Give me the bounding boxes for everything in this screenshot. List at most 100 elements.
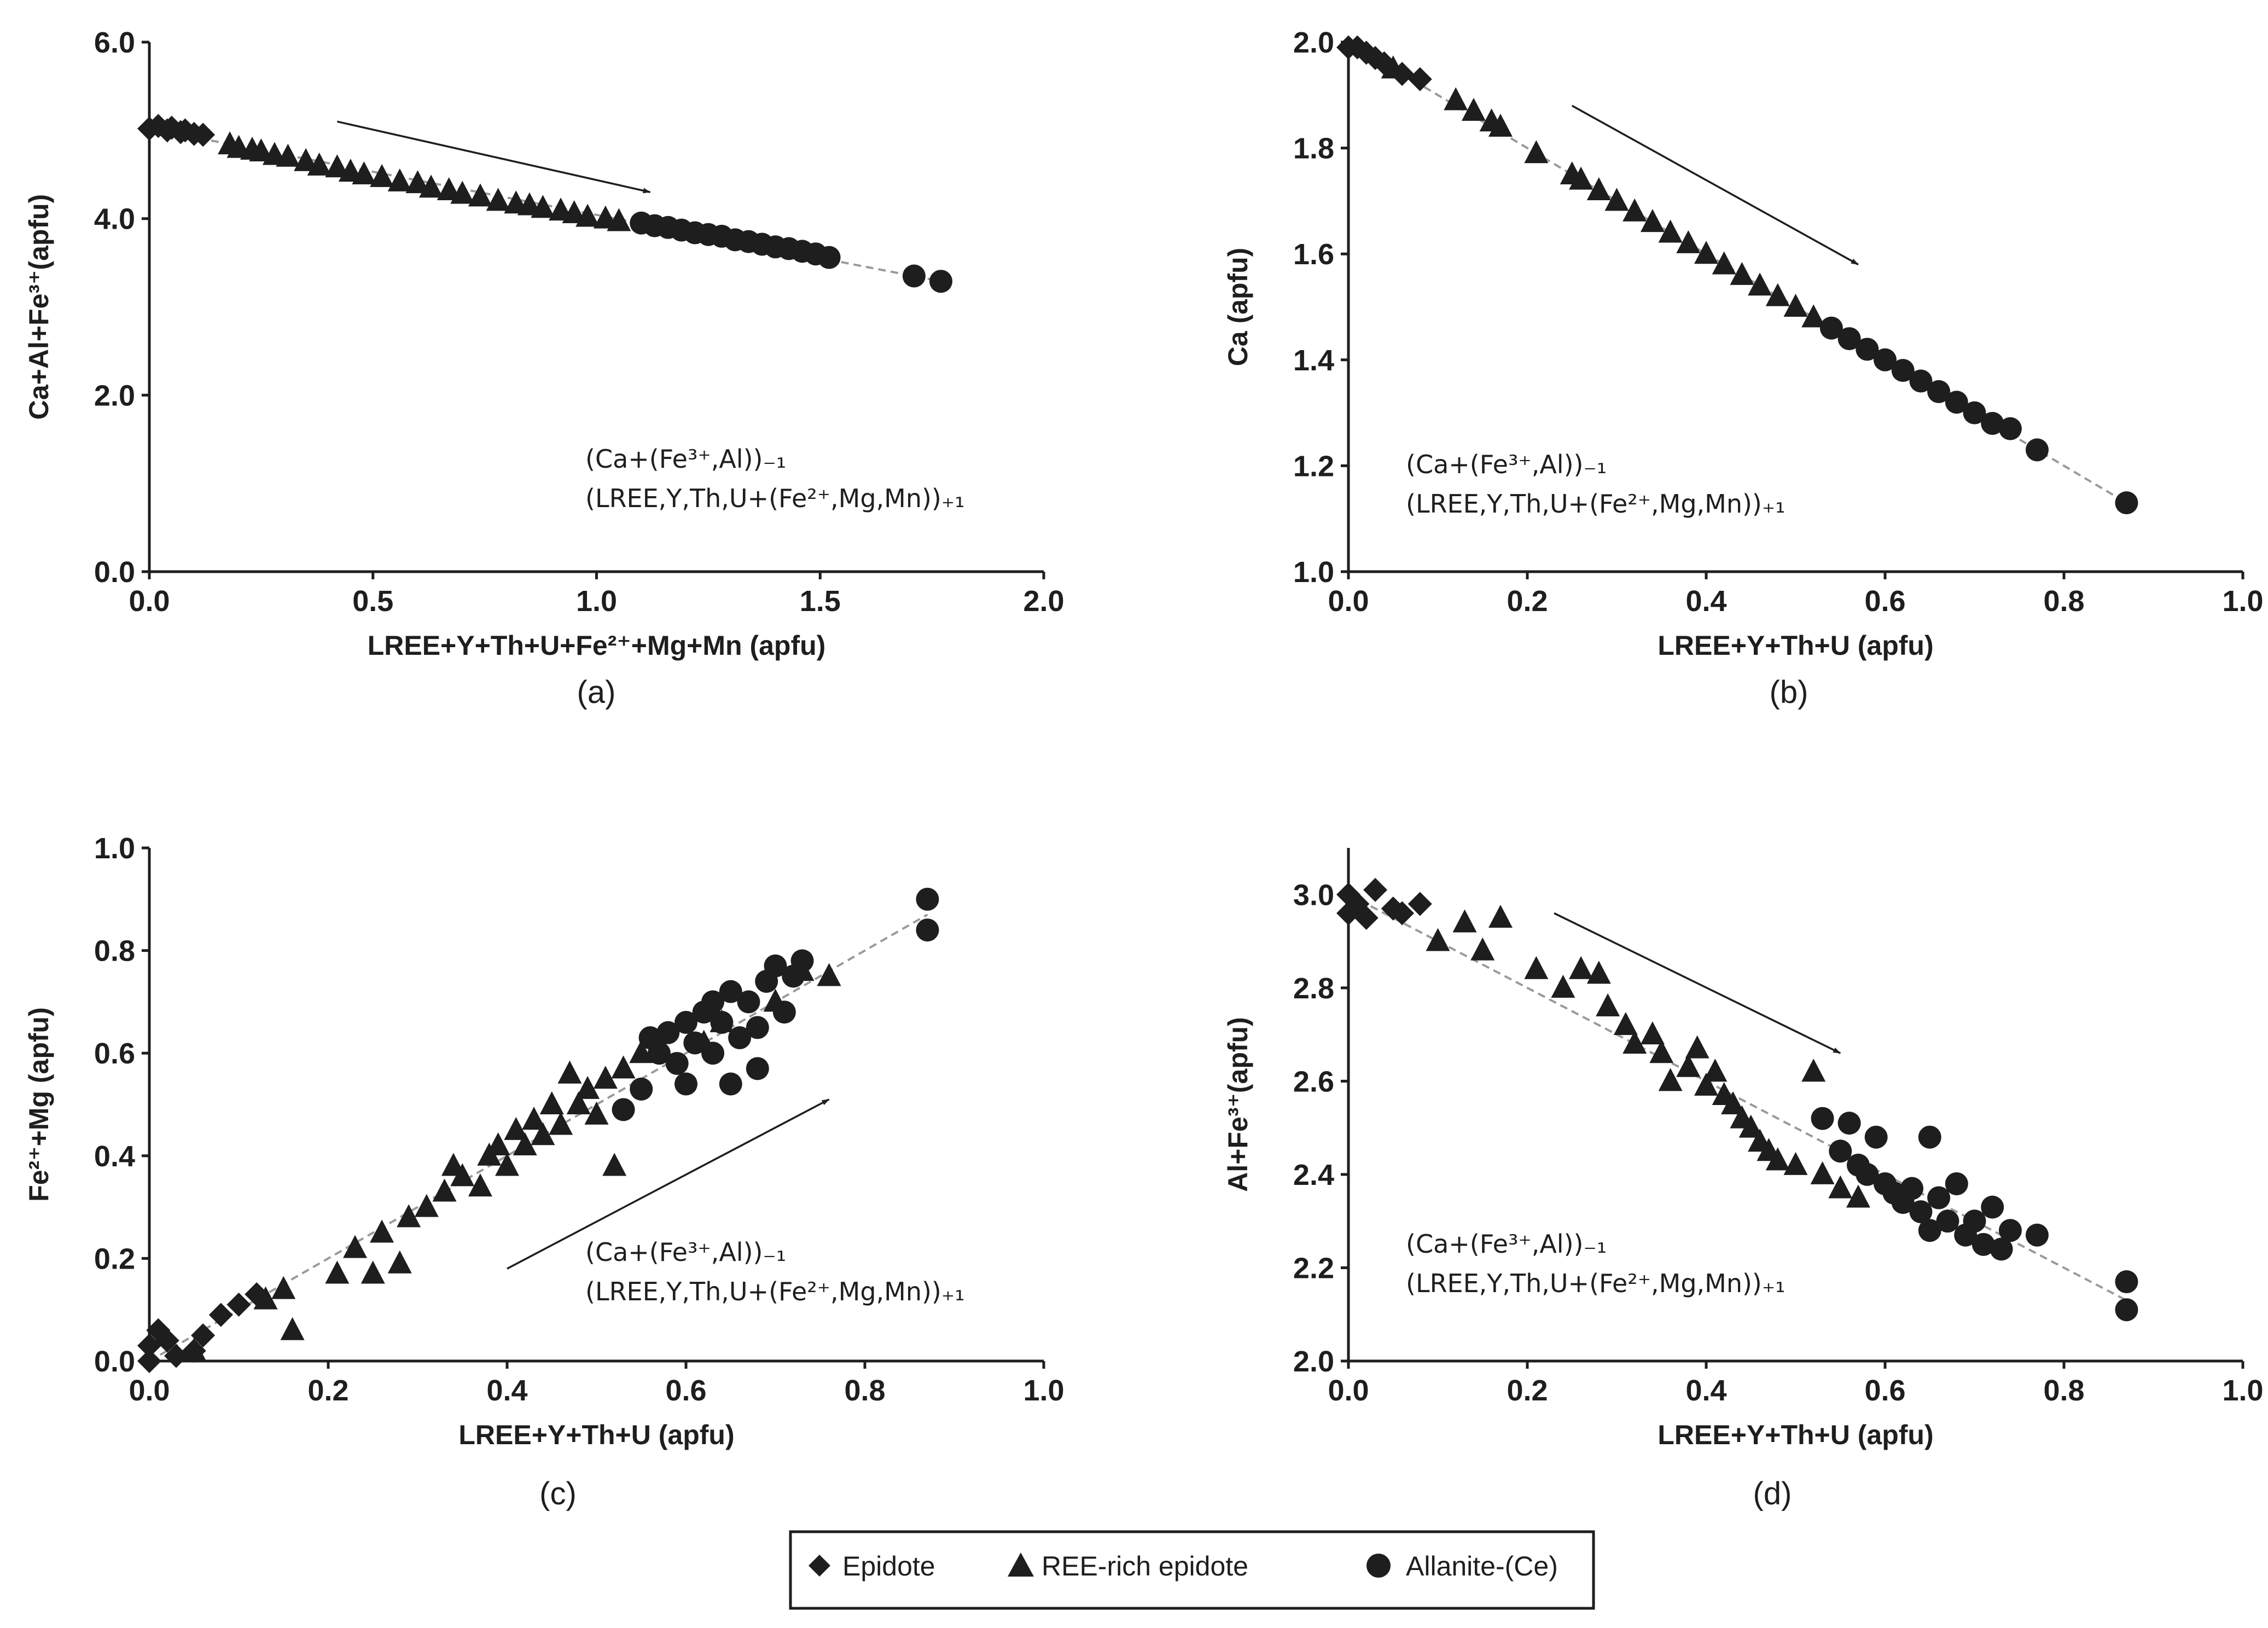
x-axis-label: LREE+Y+Th+U (apfu): [458, 1420, 734, 1450]
data-point: [656, 1021, 680, 1044]
data-point: [612, 1098, 635, 1121]
data-point: [191, 1323, 216, 1348]
data-point: [1444, 87, 1468, 111]
x-tick-label: 0.2: [1507, 1374, 1548, 1407]
y-tick-label: 1.0: [94, 832, 135, 865]
data-point: [419, 175, 444, 198]
data-point: [1765, 1147, 1790, 1171]
data-point: [1676, 230, 1701, 253]
data-point: [1981, 411, 2004, 435]
data-point: [387, 1250, 412, 1274]
data-point: [916, 918, 939, 942]
equation-line-2: (LREE,Y,Th,U+(Fe²⁺,Mg,Mn))₊₁: [1406, 1269, 1786, 1298]
data-point: [1426, 928, 1450, 951]
data-point: [1918, 1219, 1941, 1242]
data-point: [1524, 956, 1549, 979]
data-point: [522, 1107, 546, 1130]
y-tick-label: 4.0: [94, 203, 135, 236]
series-allanite-ce-: [612, 887, 939, 1121]
data-point: [271, 1276, 296, 1299]
trend-arrow: [1554, 912, 1841, 1054]
y-axis-label: Al+Fe³⁺(apfu): [1223, 1017, 1253, 1191]
data-point: [1783, 294, 1808, 317]
data-point: [1837, 327, 1861, 351]
x-tick-label: 0.8: [2043, 1374, 2084, 1407]
data-point: [1874, 348, 1897, 371]
equation-line-2: (LREE,Y,Th,U+(Fe²⁺,Mg,Mn))₊₁: [585, 484, 965, 513]
data-point: [370, 164, 394, 187]
x-tick-label: 0.4: [1685, 585, 1726, 618]
data-point: [360, 1260, 385, 1284]
data-point: [1676, 1054, 1701, 1077]
x-tick-label: 0.5: [352, 585, 393, 618]
trendline: [1348, 893, 2127, 1301]
data-point: [790, 949, 814, 973]
data-point: [1721, 1091, 1746, 1114]
data-point: [647, 1042, 671, 1065]
y-tick-label: 0.8: [94, 935, 135, 968]
data-point: [1649, 1040, 1674, 1063]
data-point: [1837, 1112, 1861, 1135]
data-point: [602, 1153, 627, 1176]
data-point: [557, 1060, 582, 1084]
data-point: [737, 990, 760, 1014]
data-point: [701, 1042, 725, 1065]
trendline: [149, 914, 928, 1362]
legend-diamond-icon: [809, 1555, 830, 1577]
data-point: [437, 177, 461, 201]
data-point: [325, 154, 350, 178]
data-point: [414, 1194, 439, 1217]
series-allanite-ce-: [1819, 316, 2138, 515]
equation-line-1: (Ca+(Fe³⁺,Al))₋₁: [585, 444, 786, 474]
x-tick-label: 0.0: [1328, 1374, 1369, 1407]
data-point: [1381, 55, 1405, 79]
data-point: [1998, 1219, 2022, 1242]
data-point: [1998, 417, 2022, 440]
x-tick-label: 0.6: [665, 1374, 706, 1407]
y-tick-label: 6.0: [94, 26, 135, 59]
data-point: [253, 1286, 278, 1310]
x-tick-label: 0.6: [1864, 585, 1905, 618]
data-point: [1811, 1107, 1834, 1130]
data-point: [468, 183, 492, 207]
x-tick-label: 0.0: [1328, 585, 1369, 618]
data-point: [1524, 140, 1549, 164]
data-point: [1623, 1031, 1647, 1054]
data-point: [1801, 1059, 1826, 1082]
x-tick-label: 0.4: [486, 1374, 527, 1407]
data-point: [1801, 304, 1826, 328]
panel-label: (b): [1770, 675, 1808, 710]
data-point: [1390, 901, 1415, 926]
data-point: [276, 143, 300, 167]
x-tick-label: 0.8: [844, 1374, 885, 1407]
y-tick-label: 2.0: [1293, 1345, 1334, 1378]
data-point: [1354, 905, 1379, 930]
data-point: [1586, 961, 1611, 984]
data-point: [450, 181, 475, 204]
data-point: [531, 1122, 555, 1146]
data-point: [1846, 1184, 1870, 1208]
x-tick-label: 0.2: [1507, 585, 1548, 618]
y-tick-label: 2.4: [1293, 1159, 1334, 1191]
data-point: [1891, 359, 1915, 382]
data-point: [683, 1031, 707, 1055]
data-point: [1856, 338, 1879, 361]
data-point: [710, 1010, 734, 1034]
x-tick-label: 0.0: [129, 585, 170, 618]
y-tick-label: 2.8: [1293, 972, 1334, 1005]
data-point: [1488, 113, 1513, 137]
y-axis-label: Ca+Al+Fe³⁺(apfu): [24, 194, 54, 420]
data-point: [1685, 1035, 1709, 1059]
data-point: [1604, 188, 1629, 211]
data-point: [1738, 1114, 1763, 1138]
data-point: [1918, 1125, 1941, 1149]
data-point: [1694, 241, 1718, 264]
data-point: [1945, 391, 1968, 414]
data-point: [468, 1173, 492, 1197]
data-point: [1712, 251, 1736, 275]
series-epidote: [1336, 877, 1432, 930]
legend: Epidote REE-rich epidote Allanite-(Ce): [789, 1530, 1595, 1610]
y-axis-label: Fe²⁺+Mg (apfu): [24, 1007, 54, 1202]
x-tick-label: 1.0: [2222, 1374, 2263, 1407]
